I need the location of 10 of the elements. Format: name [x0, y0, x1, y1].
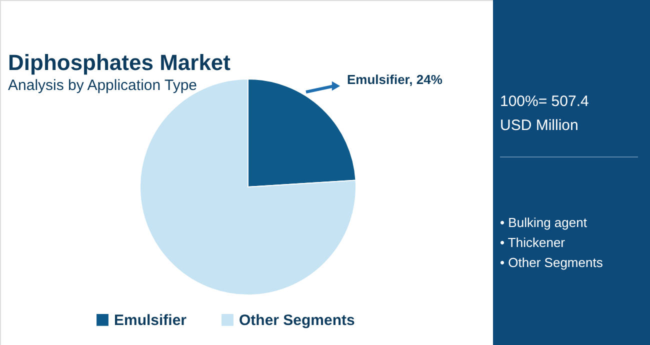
text: • Other Segments: [500, 255, 604, 270]
text: Emulsifier, 24%: [347, 72, 443, 87]
text: • Thickener: [500, 235, 566, 250]
legend-label: Other Segments: [239, 312, 355, 329]
text: USD Million: [500, 117, 578, 134]
text: • Bulking agent: [500, 215, 588, 230]
chart-title: Diphosphates Market: [8, 50, 232, 75]
text: 100%= 507.4: [500, 93, 589, 110]
legend-label: Emulsifier: [114, 312, 187, 329]
chart-subtitle: Analysis by Application Type: [8, 77, 198, 94]
